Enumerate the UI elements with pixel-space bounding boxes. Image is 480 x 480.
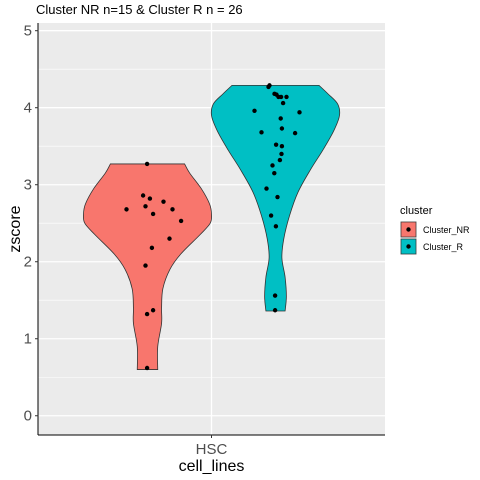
data-point-Cluster_NR	[150, 211, 156, 217]
data-point-Cluster_R	[266, 84, 271, 90]
legend: cluster Cluster_NR Cluster_R	[400, 205, 470, 255]
data-point-Cluster_NR	[150, 308, 156, 313]
x-axis-title: cell_lines	[179, 458, 245, 475]
data-point-Cluster_NR	[144, 311, 150, 317]
data-point-Cluster_NR	[149, 245, 155, 251]
data-point-Cluster_R	[264, 186, 269, 191]
violin-Cluster_NR	[82, 163, 213, 370]
data-point-Cluster_NR	[144, 161, 150, 167]
data-point-Cluster_R	[272, 293, 278, 298]
data-point-Cluster_R	[279, 151, 284, 157]
y-tick-label: 1	[24, 331, 32, 348]
data-point-Cluster_R	[275, 194, 280, 200]
data-point-Cluster_NR	[170, 207, 175, 212]
y-axis-title: zscore	[7, 205, 24, 252]
x-tick-label: HSC	[196, 441, 228, 458]
data-point-Cluster_R	[259, 130, 264, 135]
data-point-Cluster_R	[278, 94, 284, 100]
data-point-Cluster_R	[280, 100, 286, 106]
violins	[82, 84, 341, 370]
data-point-Cluster_R	[272, 308, 278, 313]
data-point-Cluster_R	[270, 163, 275, 168]
legend-point	[406, 244, 411, 249]
data-point-Cluster_R	[273, 224, 279, 229]
data-point-Cluster_NR	[161, 199, 166, 204]
y-tick-label: 3	[24, 177, 32, 194]
data-point-Cluster_R	[273, 142, 279, 147]
x-axis-ticks: HSC	[196, 435, 228, 458]
data-point-Cluster_R	[279, 144, 285, 149]
data-point-Cluster_R	[297, 110, 302, 115]
data-point-Cluster_NR	[147, 196, 153, 201]
data-point-Cluster_NR	[144, 365, 150, 371]
data-point-Cluster_NR	[143, 263, 148, 268]
data-point-Cluster_R	[284, 94, 289, 100]
y-tick-label: 0	[24, 408, 32, 425]
data-point-Cluster_R	[292, 130, 298, 136]
data-point-Cluster_R	[268, 213, 274, 218]
data-point-Cluster_NR	[143, 204, 148, 209]
data-point-Cluster_R	[279, 126, 285, 131]
chart-title: Cluster NR n=15 & Cluster R n = 26	[36, 2, 243, 17]
data-points	[124, 83, 302, 371]
violin-Cluster_R	[210, 84, 341, 312]
y-tick-label: 4	[24, 100, 32, 117]
data-point-Cluster_R	[252, 108, 257, 113]
legend-label: Cluster_R	[423, 242, 464, 252]
legend-point	[406, 227, 411, 232]
legend-title: cluster	[400, 205, 433, 217]
data-point-Cluster_NR	[178, 218, 184, 224]
y-tick-label: 5	[24, 23, 32, 40]
data-point-Cluster_NR	[167, 236, 172, 241]
y-tick-label: 2	[24, 254, 32, 271]
legend-entries: Cluster_NR Cluster_R	[400, 221, 470, 255]
data-point-Cluster_R	[272, 170, 277, 176]
legend-label: Cluster_NR	[423, 225, 470, 235]
data-point-Cluster_NR	[124, 207, 129, 212]
data-point-Cluster_NR	[140, 193, 146, 198]
data-point-Cluster_R	[278, 116, 283, 121]
y-axis-ticks: 0 1 2 3 4 5	[24, 23, 38, 425]
data-point-Cluster_R	[277, 157, 283, 163]
